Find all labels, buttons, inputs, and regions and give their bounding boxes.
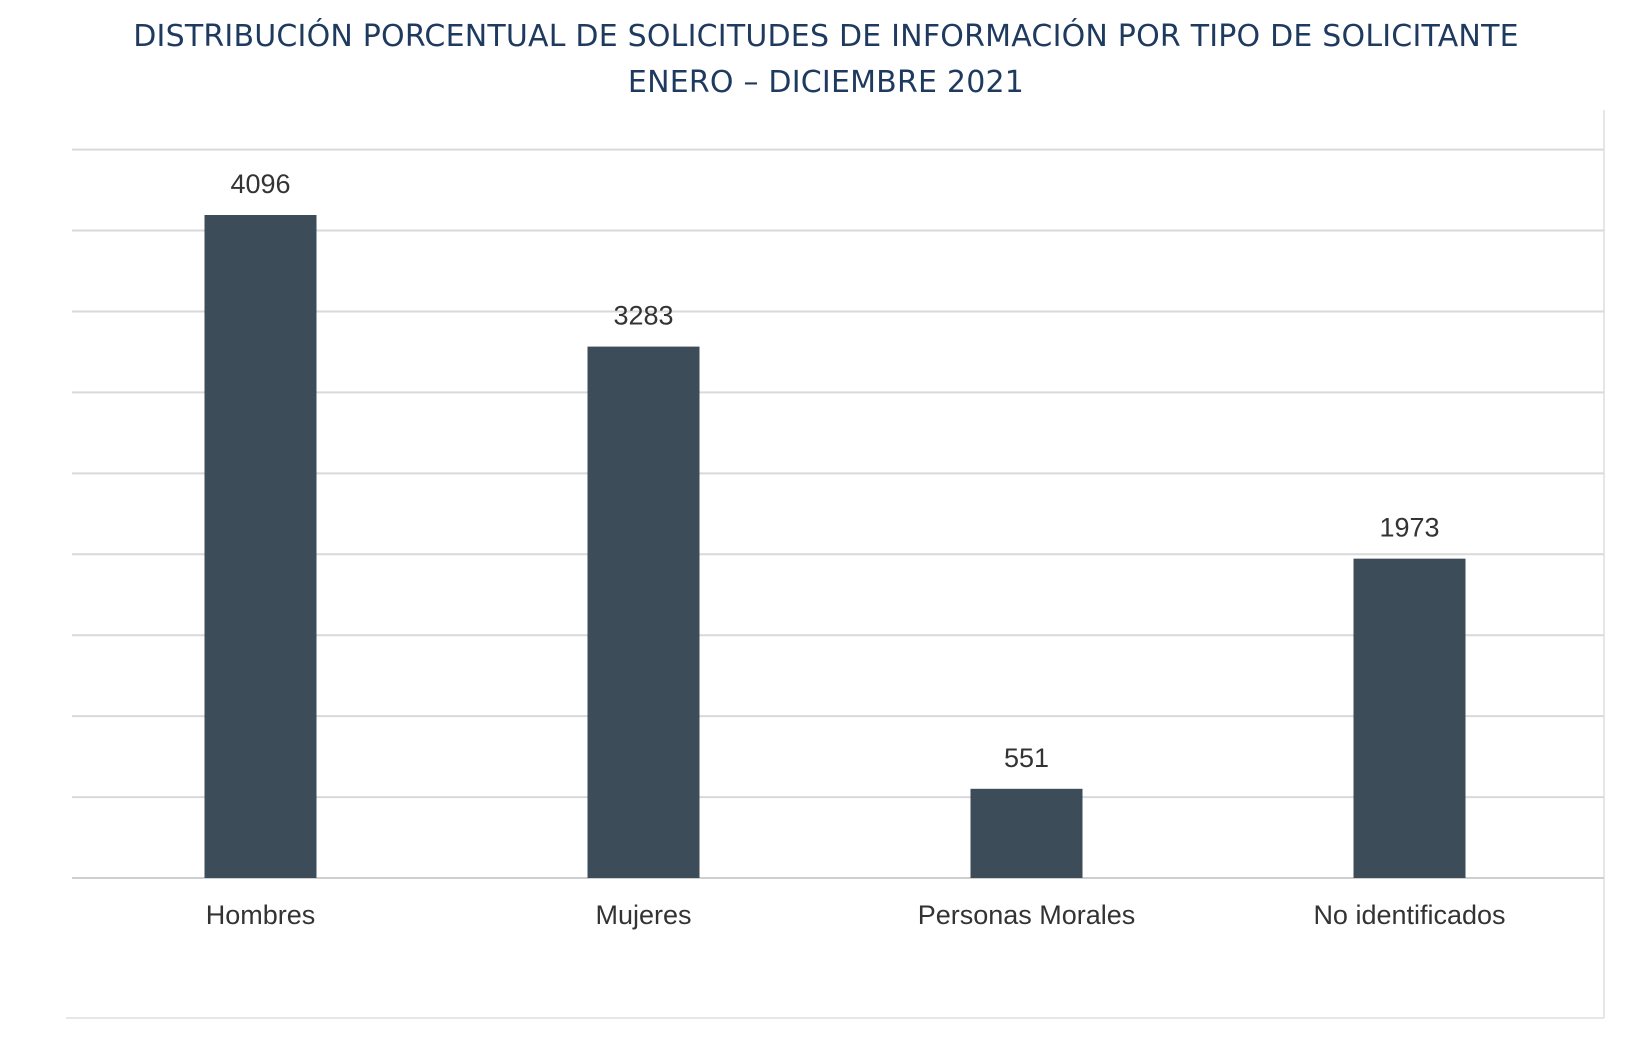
data-label: 551 [1004,743,1049,773]
chart-area: 4096 3283 551 1973 Hombres Mujeres Personas M… [66,110,1618,1020]
chart-title: DISTRIBUCIÓN PORCENTUAL DE SOLICITUDES D… [133,19,1519,54]
data-label: 1973 [1379,513,1439,543]
bar-mujeres [587,346,700,878]
data-label: 3283 [613,301,673,331]
chart-title-block: DISTRIBUCIÓN PORCENTUAL DE SOLICITUDES D… [0,14,1652,106]
category-label: Personas Morales [918,900,1136,930]
category-label: Hombres [206,900,316,930]
bar-hombres [204,215,317,878]
data-label: 4096 [230,169,290,199]
category-label: Mujeres [595,900,691,930]
bars [204,215,1466,878]
bar-personas-morales [970,788,1083,878]
gridlines [66,110,1605,1019]
category-labels: Hombres Mujeres Personas Morales No identif… [206,900,1506,930]
data-labels: 4096 3283 551 1973 [230,169,1439,773]
chart-subtitle: ENERO – DICIEMBRE 2021 [627,65,1025,100]
bar-no-identificados [1353,558,1466,878]
category-label: No identificados [1313,900,1505,930]
bar-chart: 4096 3283 551 1973 Hombres Mujeres Personas M… [66,110,1605,1019]
